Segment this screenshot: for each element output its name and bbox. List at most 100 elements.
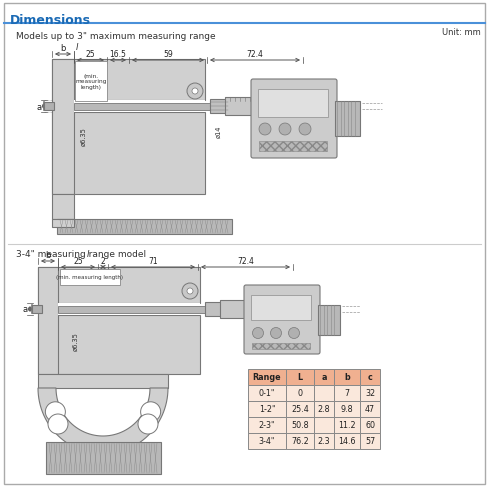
Circle shape (141, 402, 160, 422)
Circle shape (138, 414, 158, 434)
Bar (38, 267, 58, 374)
Text: 3-4": 3-4" (258, 437, 275, 446)
Bar (317, 305, 339, 335)
Bar (259, 142, 326, 152)
Text: 14.6: 14.6 (338, 437, 355, 446)
Bar (46, 442, 161, 474)
Bar (258, 90, 327, 118)
Bar (32, 305, 42, 313)
Text: 59: 59 (163, 50, 173, 59)
Text: a: a (37, 102, 42, 111)
Text: Dimensions: Dimensions (10, 14, 91, 27)
Circle shape (186, 84, 203, 100)
Bar (247, 369, 285, 385)
Text: 25: 25 (85, 50, 95, 59)
Text: 9.8: 9.8 (340, 405, 353, 414)
Bar (313, 433, 333, 449)
Text: 25.4: 25.4 (290, 405, 308, 414)
Text: b: b (60, 44, 65, 53)
Bar (313, 385, 333, 401)
Bar (38, 315, 200, 374)
Text: 7: 7 (344, 389, 349, 398)
Text: 11.2: 11.2 (338, 421, 355, 429)
Text: 16.5: 16.5 (109, 50, 126, 59)
Bar (285, 433, 313, 449)
Bar (251, 343, 309, 349)
Bar (333, 385, 359, 401)
Bar (333, 401, 359, 417)
Circle shape (45, 402, 65, 422)
Circle shape (252, 328, 263, 339)
Circle shape (259, 124, 270, 136)
Bar (247, 401, 285, 417)
Bar (220, 301, 249, 318)
Circle shape (288, 328, 299, 339)
Bar (58, 306, 260, 313)
Text: 25: 25 (73, 257, 82, 265)
Bar (333, 417, 359, 433)
Text: l: l (87, 249, 89, 259)
Text: 50.8: 50.8 (290, 421, 308, 429)
Circle shape (279, 124, 290, 136)
Bar (52, 60, 74, 195)
Text: ø18: ø18 (246, 331, 252, 344)
Text: c: c (367, 373, 372, 382)
Bar (313, 401, 333, 417)
Bar (285, 369, 313, 385)
Bar (204, 303, 223, 316)
Bar (285, 401, 313, 417)
Text: a: a (23, 305, 28, 314)
Text: ø6.35: ø6.35 (81, 127, 87, 145)
Text: L: L (297, 373, 302, 382)
Bar (359, 401, 379, 417)
Bar (250, 295, 310, 320)
Circle shape (298, 124, 310, 136)
Text: b: b (344, 373, 349, 382)
Bar (247, 433, 285, 449)
Text: 57: 57 (364, 437, 374, 446)
Bar (74, 103, 264, 110)
Polygon shape (38, 388, 168, 454)
Text: 3-4" measuring range model: 3-4" measuring range model (16, 249, 146, 259)
FancyBboxPatch shape (250, 80, 336, 159)
Text: b: b (45, 250, 51, 260)
Bar (285, 385, 313, 401)
Circle shape (192, 89, 198, 95)
Bar (38, 267, 200, 304)
Text: (min.
measuring
length): (min. measuring length) (75, 74, 106, 90)
Bar (285, 417, 313, 433)
Bar (75, 62, 107, 102)
Bar (359, 369, 379, 385)
Text: 60: 60 (364, 421, 374, 429)
Bar (52, 195, 74, 220)
Text: l: l (76, 43, 78, 52)
Text: Models up to 3" maximum measuring range: Models up to 3" maximum measuring range (16, 32, 215, 41)
Bar (52, 113, 204, 195)
Bar (359, 433, 379, 449)
Text: Unit: mm: Unit: mm (441, 28, 480, 37)
Bar (57, 220, 231, 235)
Text: 72.4: 72.4 (237, 257, 253, 265)
Bar (359, 417, 379, 433)
Circle shape (270, 328, 281, 339)
Bar (333, 369, 359, 385)
Circle shape (48, 414, 68, 434)
Bar (224, 98, 257, 116)
Bar (60, 269, 120, 285)
Text: 71: 71 (148, 257, 158, 265)
Circle shape (182, 284, 198, 299)
Text: Range: Range (252, 373, 281, 382)
Bar (359, 385, 379, 401)
Bar (44, 103, 54, 111)
Text: 2: 2 (101, 257, 105, 265)
Bar (52, 220, 74, 227)
Bar (209, 100, 227, 114)
FancyBboxPatch shape (244, 285, 319, 354)
Text: 2.8: 2.8 (317, 405, 329, 414)
Text: a: a (321, 373, 326, 382)
Text: 32: 32 (364, 389, 374, 398)
Text: 0-1": 0-1" (258, 389, 275, 398)
Bar (74, 101, 204, 113)
Text: 0: 0 (297, 389, 302, 398)
Text: ø18: ø18 (253, 129, 260, 141)
